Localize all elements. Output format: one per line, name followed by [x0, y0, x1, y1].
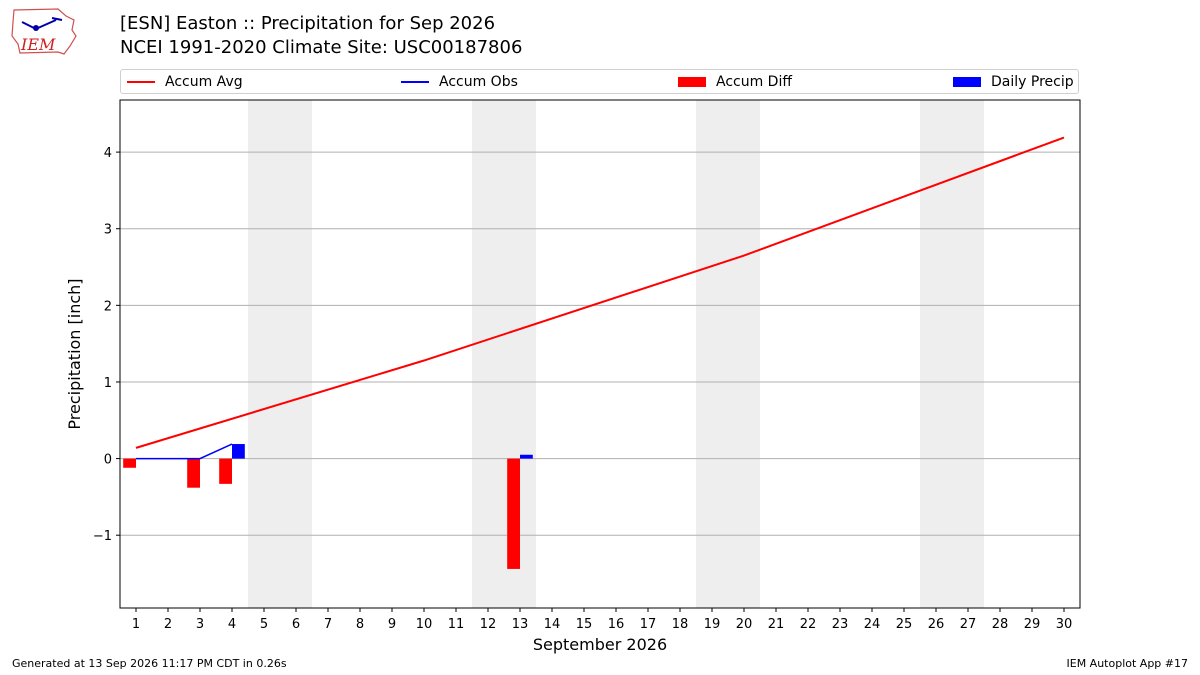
daily-precip-bar: [520, 454, 533, 459]
legend-swatch-accum-obs: [401, 81, 429, 83]
x-tick-label: 20: [736, 617, 753, 632]
x-tick-label: 15: [576, 617, 593, 632]
x-tick-label: 5: [260, 617, 268, 632]
x-tick-label: 21: [768, 617, 785, 632]
legend: Accum Avg Accum Obs Accum Diff Daily Pre…: [120, 69, 1079, 94]
x-tick-label: 11: [448, 617, 465, 632]
weekend-band: [472, 100, 536, 608]
y-tick-label: 1: [104, 376, 112, 391]
y-tick-label: 4: [104, 146, 112, 161]
y-tick-label: 2: [104, 299, 112, 314]
y-tick-label: −1: [93, 529, 112, 544]
y-tick-label: 0: [104, 453, 112, 468]
x-tick-label: 6: [292, 617, 300, 632]
logo-text: IEM: [20, 35, 56, 54]
x-tick-label: 17: [640, 617, 657, 632]
x-tick-label: 7: [324, 617, 332, 632]
x-axis-label: September 2026: [533, 635, 667, 654]
accum-avg-line: [135, 136, 1065, 449]
legend-label: Accum Avg: [165, 74, 243, 90]
footer-generated: Generated at 13 Sep 2026 11:17 PM CDT in…: [12, 657, 287, 670]
x-tick-label: 23: [832, 617, 849, 632]
x-tick-label: 28: [992, 617, 1009, 632]
x-tick-label: 8: [356, 617, 364, 632]
legend-label: Daily Precip: [991, 74, 1074, 90]
weekend-band: [248, 100, 312, 608]
x-tick-label: 30: [1056, 617, 1073, 632]
legend-swatch-accum-avg: [127, 81, 155, 83]
legend-label: Accum Diff: [716, 74, 793, 90]
accum-diff-bar: [123, 458, 136, 468]
x-tick-label: 27: [960, 617, 977, 632]
legend-item-accum-diff: Accum Diff: [678, 73, 792, 91]
x-tick-label: 9: [388, 617, 396, 632]
legend-swatch-accum-diff: [678, 77, 706, 87]
x-tick-label: 29: [1024, 617, 1041, 632]
y-axis-label: Precipitation [inch]: [65, 278, 84, 429]
x-tick-label: 2: [164, 617, 172, 632]
legend-item-daily-precip: Daily Precip: [953, 73, 1074, 91]
x-tick-label: 1: [132, 617, 140, 632]
x-tick-label: 26: [928, 617, 945, 632]
x-tick-label: 12: [480, 617, 497, 632]
x-tick-label: 18: [672, 617, 689, 632]
y-tick-label: 3: [104, 223, 112, 238]
accum-diff-bar: [187, 458, 200, 488]
legend-swatch-daily-precip: [953, 77, 981, 87]
accum-obs-line: [136, 443, 233, 460]
chart-title: [ESN] Easton :: Precipitation for Sep 20…: [120, 13, 496, 34]
weekend-band: [696, 100, 760, 608]
x-tick-label: 19: [704, 617, 721, 632]
chart-subtitle: NCEI 1991-2020 Climate Site: USC00187806: [120, 37, 523, 58]
y-axis-ticks: −1 0 1 2 3 4: [93, 146, 120, 544]
x-tick-label: 3: [196, 617, 204, 632]
accum-diff-bar: [219, 458, 232, 484]
weekend-band: [920, 100, 984, 608]
legend-item-accum-avg: Accum Avg: [127, 73, 243, 91]
x-tick-label: 14: [544, 617, 561, 632]
x-tick-label: 16: [608, 617, 625, 632]
legend-item-accum-obs: Accum Obs: [401, 73, 518, 91]
x-axis-ticks: 1 2 3 4 5 6 7 8 9 10 11 12 13 14 15 16 17 18 19 20 21 22 23 24 2…: [132, 608, 1072, 632]
legend-label: Accum Obs: [439, 74, 518, 90]
x-tick-label: 24: [864, 617, 881, 632]
iem-logo: IEM: [11, 8, 77, 55]
daily-precip-bar: [232, 444, 245, 459]
x-tick-label: 13: [512, 617, 529, 632]
series-lines: [135, 136, 1065, 460]
x-tick-label: 22: [800, 617, 817, 632]
x-tick-label: 4: [228, 617, 236, 632]
accum-diff-bar: [507, 458, 520, 569]
bars: [123, 444, 533, 569]
axes-frame: [119, 99, 1081, 609]
x-tick-label: 10: [416, 617, 433, 632]
weekend-shading: [248, 100, 984, 608]
x-tick-label: 25: [896, 617, 913, 632]
grid-lines: [120, 151, 1080, 536]
footer-app: IEM Autoplot App #17: [1066, 657, 1189, 670]
